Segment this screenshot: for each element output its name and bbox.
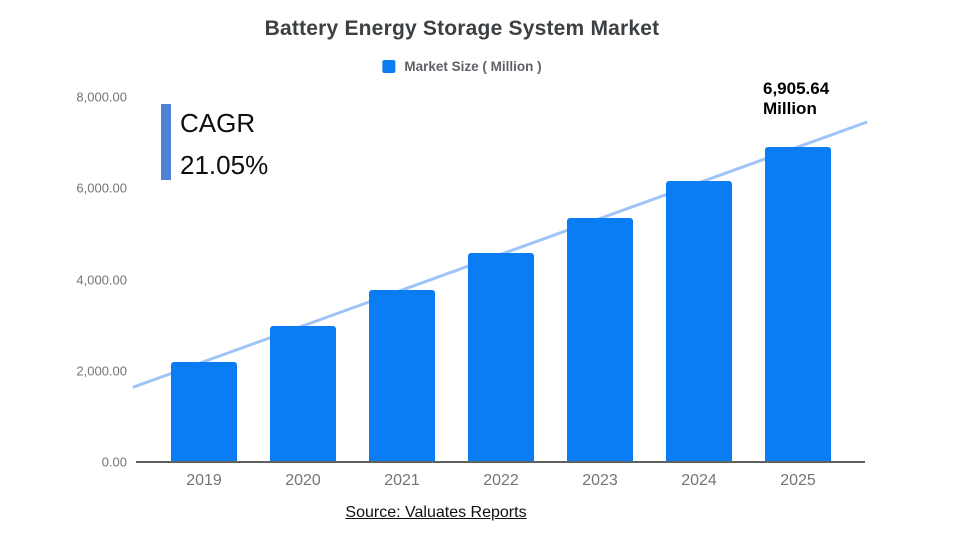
final-value-annotation: 6,905.64 Million [763,79,829,119]
cagr-callout: CAGR 21.05% [161,102,268,186]
y-tick-label: 2,000.00 [76,363,127,379]
legend-label: Market Size ( Million ) [404,59,542,74]
cagr-accent-bar-icon [161,104,171,180]
bar-2020 [270,325,336,462]
cagr-text: CAGR 21.05% [180,102,268,186]
bar-2019 [171,361,237,462]
x-label-2023: 2023 [582,472,618,489]
final-value-number: 6,905.64 [763,79,830,98]
legend: Market Size ( Million ) [382,59,542,74]
final-value-unit: Million [763,99,817,118]
y-tick-label: 8,000.00 [76,89,127,105]
y-tick-label: 6,000.00 [76,180,127,196]
x-axis-line [136,461,865,463]
y-tick-label: 4,000.00 [76,272,127,287]
bar-2025 [765,146,831,462]
x-label-2025: 2025 [780,472,816,489]
bar-2024 [666,181,732,462]
chart-title: Battery Energy Storage System Market [264,17,660,40]
cagr-value: 21.05% [180,150,269,180]
cagr-label: CAGR [180,108,256,138]
x-label-2022: 2022 [483,472,519,489]
y-tick-label: 0.00 [101,454,127,470]
x-label-2019: 2019 [186,472,222,489]
legend-swatch-icon [382,60,396,73]
x-label-2020: 2020 [285,472,321,489]
source-link[interactable]: Source: Valuates Reports [345,504,527,521]
bar-2022 [468,253,534,462]
x-label-2024: 2024 [681,472,717,489]
x-label-2021: 2021 [384,472,420,489]
bar-2021 [369,289,435,462]
bar-2023 [567,218,633,462]
